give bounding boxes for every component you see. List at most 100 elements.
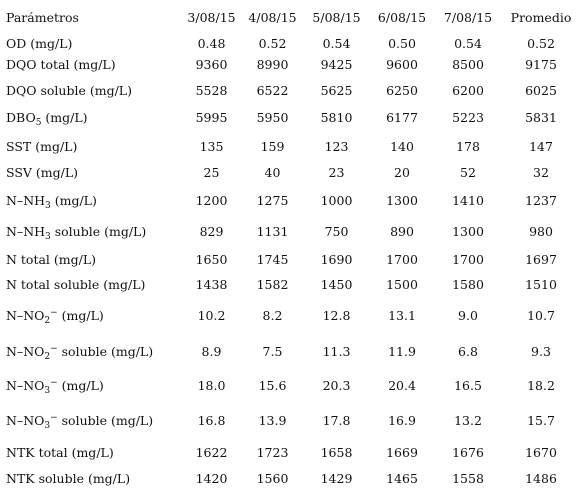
average-value-cell: 18.2 bbox=[527, 378, 555, 393]
parameter-name: N–NH bbox=[6, 192, 46, 208]
average-value-cell: 1486 bbox=[525, 471, 557, 486]
parameter-cell: DBO5 (mg/L) bbox=[0, 103, 182, 131]
value-cell: 23 bbox=[328, 165, 345, 180]
parameter-cell: N total (mg/L) bbox=[0, 247, 182, 272]
table-row: SSV (mg/L) 25 40 23 20 52 32 bbox=[0, 161, 581, 184]
value-cell: 9360 bbox=[195, 57, 228, 72]
table-row: DQO total (mg/L) 9360 8990 9425 9600 8500 9175 bbox=[0, 52, 581, 77]
table-row: N–NO3− soluble (mg/L) 16.8 13.9 17.8 16.9 13.… bbox=[0, 403, 581, 438]
average-value-cell: 32 bbox=[533, 165, 549, 180]
value-cell: 16.5 bbox=[454, 378, 482, 393]
average-value-cell: 9.3 bbox=[531, 343, 551, 359]
table-body: OD (mg/L) 0.48 0.52 0.54 0.50 0.54 0.52 DQO tot… bbox=[0, 34, 581, 491]
table-row: N–NH3 (mg/L) 1200 1275 1000 1300 1410 1237 bbox=[0, 184, 581, 216]
parameter-subscript: 3 bbox=[45, 200, 51, 211]
value-cell: 52 bbox=[460, 165, 476, 180]
value-cell: 1658 bbox=[320, 444, 353, 460]
value-cell: 10.2 bbox=[197, 308, 226, 323]
parameter-name: N–NO bbox=[6, 413, 45, 428]
value-cell: 1275 bbox=[256, 192, 289, 208]
header-average: Promedio bbox=[510, 9, 572, 25]
value-cell: 123 bbox=[324, 138, 349, 154]
value-cell: 1700 bbox=[452, 252, 484, 267]
value-cell: 5950 bbox=[256, 109, 289, 125]
value-cell: 1723 bbox=[256, 444, 289, 460]
parameter-cell: N–NO3− (mg/L) bbox=[0, 368, 182, 403]
parameter-cell: SSV (mg/L) bbox=[0, 161, 182, 184]
value-cell: 12.8 bbox=[322, 308, 351, 323]
table-row: NTK soluble (mg/L) 1420 1560 1429 1465 1558 14… bbox=[0, 466, 581, 491]
parameter-cell: OD (mg/L) bbox=[0, 34, 182, 52]
parameter-cell: SST (mg/L) bbox=[0, 131, 182, 161]
value-cell: 1560 bbox=[256, 471, 289, 486]
value-cell: 5810 bbox=[320, 109, 353, 125]
parameter-cell: N–NH3 (mg/L) bbox=[0, 184, 182, 216]
value-cell: 16.9 bbox=[388, 413, 416, 428]
parameter-subscript: 3 bbox=[45, 232, 51, 242]
value-cell: 1700 bbox=[386, 252, 418, 267]
value-cell: 6200 bbox=[452, 82, 484, 98]
value-cell: 9425 bbox=[320, 57, 353, 72]
parameter-cell: N–NH3 soluble (mg/L) bbox=[0, 216, 182, 247]
parameter-unit: soluble (mg/L) bbox=[57, 413, 154, 428]
parameter-unit: (mg/L) bbox=[50, 192, 97, 208]
parameter-unit: soluble (mg/L) bbox=[57, 343, 154, 359]
value-cell: 1420 bbox=[195, 471, 228, 486]
table-row: NTK total (mg/L) 1622 1723 1658 1669 1676 1670 bbox=[0, 438, 581, 466]
value-cell: 8.9 bbox=[201, 343, 222, 359]
average-value-cell: 5831 bbox=[525, 109, 557, 125]
value-cell: 13.1 bbox=[388, 308, 416, 323]
value-cell: 0.54 bbox=[322, 35, 351, 51]
value-cell: 750 bbox=[324, 224, 349, 239]
parameter-subscript: 5 bbox=[35, 117, 42, 128]
parameter-name: DQO total (mg/L) bbox=[6, 57, 116, 72]
value-cell: 17.8 bbox=[322, 413, 351, 428]
average-value-cell: 6025 bbox=[525, 82, 557, 98]
parameter-subscript: 2 bbox=[44, 351, 51, 362]
value-cell: 18.0 bbox=[197, 378, 226, 393]
parameter-unit: (mg/L) bbox=[57, 378, 104, 393]
parameter-cell: N–NO2− soluble (mg/L) bbox=[0, 334, 182, 368]
average-value-cell: 1237 bbox=[525, 192, 557, 208]
value-cell: 5625 bbox=[320, 82, 353, 98]
header-parameters: Parámetros bbox=[6, 9, 79, 25]
value-cell: 1582 bbox=[256, 277, 289, 292]
parameter-name: SST (mg/L) bbox=[6, 138, 78, 154]
value-cell: 1650 bbox=[195, 252, 228, 267]
header-row: Parámetros 3/08/15 4/08/15 5/08/15 6/08/… bbox=[0, 0, 581, 34]
value-cell: 11.9 bbox=[388, 343, 416, 359]
parameter-subscript: 3 bbox=[44, 386, 51, 396]
value-cell: 1300 bbox=[386, 192, 418, 208]
parameter-unit: (mg/L) bbox=[41, 109, 88, 125]
header-date-5: 7/08/15 bbox=[443, 9, 493, 25]
parameter-name: DBO bbox=[6, 109, 36, 125]
value-cell: 7.5 bbox=[262, 343, 283, 359]
average-value-cell: 980 bbox=[529, 224, 553, 239]
parameter-cell: NTK soluble (mg/L) bbox=[0, 466, 182, 491]
value-cell: 1438 bbox=[195, 277, 228, 292]
parameter-name: N–NO bbox=[6, 378, 45, 393]
parameter-superscript: − bbox=[50, 378, 58, 388]
header-date-3: 5/08/15 bbox=[312, 9, 361, 25]
table-row: N total soluble (mg/L) 1438 1582 1450 1500 15… bbox=[0, 272, 581, 297]
value-cell: 16.8 bbox=[197, 413, 226, 428]
parameter-superscript: − bbox=[50, 308, 58, 318]
average-value-cell: 9175 bbox=[525, 57, 557, 72]
table-row: N–NO2− soluble (mg/L) 8.9 7.5 11.3 11.9 6.8 9.… bbox=[0, 334, 581, 368]
parameter-name: N–NH bbox=[6, 224, 46, 239]
average-value-cell: 1670 bbox=[525, 444, 557, 460]
parameter-cell: DQO total (mg/L) bbox=[0, 52, 182, 77]
value-cell: 13.2 bbox=[454, 413, 482, 428]
table-row: DBO5 (mg/L) 5995 5950 5810 6177 5223 5831 bbox=[0, 103, 581, 131]
value-cell: 140 bbox=[390, 138, 414, 154]
parameter-name: NTK total (mg/L) bbox=[6, 444, 114, 460]
value-cell: 8.2 bbox=[262, 308, 283, 323]
value-cell: 1200 bbox=[195, 192, 228, 208]
table-row: OD (mg/L) 0.48 0.52 0.54 0.50 0.54 0.52 bbox=[0, 34, 581, 52]
parameter-cell: NTK total (mg/L) bbox=[0, 438, 182, 466]
parameter-superscript: − bbox=[50, 343, 58, 354]
parameter-name: SSV (mg/L) bbox=[6, 165, 79, 180]
parameter-name: N total (mg/L) bbox=[6, 252, 97, 267]
value-cell: 9.0 bbox=[458, 308, 478, 323]
value-cell: 1450 bbox=[320, 277, 353, 292]
